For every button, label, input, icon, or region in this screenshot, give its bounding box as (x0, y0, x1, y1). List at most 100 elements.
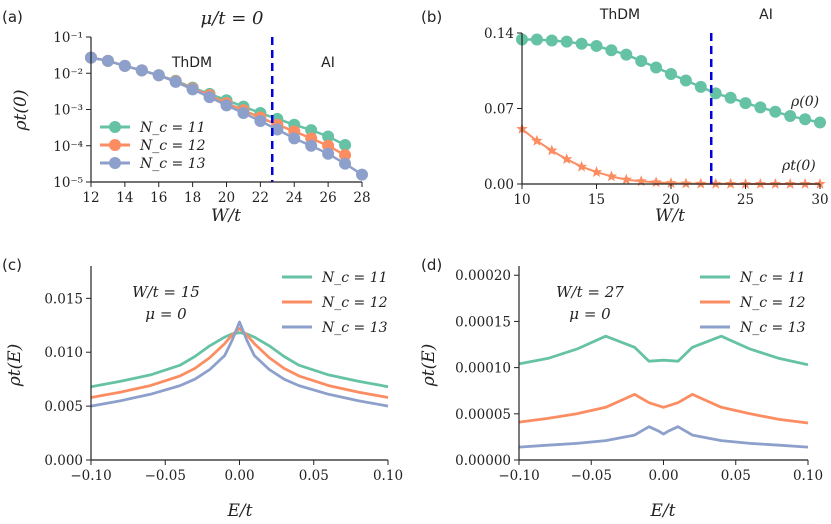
panel-c-xlabel: E/t (227, 501, 253, 521)
panel-a-data-point (288, 132, 301, 145)
panel-b-label: (b) (421, 8, 442, 26)
panel-a-x-tick-label: 14 (116, 190, 133, 206)
panel-b-x-tick-label: 15 (588, 192, 605, 208)
panel-b-series-label-rhot: ρt(0) (781, 158, 816, 174)
panel-b-data-point (635, 55, 648, 68)
panel-b-data-point (799, 113, 812, 126)
panel-b-x-tick-label: 10 (513, 192, 530, 208)
panel-a: (a) μ/t = 0 ThDM AI 12 14 16 18 20 22 24 26 28 1… (2, 8, 371, 226)
panel-b-data-point (546, 144, 558, 156)
panel-d-ylabel: ρt(E) (419, 344, 439, 388)
panel-b-y-ticks: 0.00 0.07 0.14 (484, 26, 522, 193)
panel-b-data-point (620, 173, 632, 185)
panel-b-x-tick-label: 30 (811, 192, 828, 208)
panel-b-series-label-rho: ρ(0) (790, 94, 819, 110)
panel-d-y-tick-label: 0.00015 (455, 314, 511, 330)
panel-d-series-line (518, 393, 809, 425)
panel-a-data-point (305, 124, 318, 137)
panel-b-data-point (710, 177, 722, 189)
panel-a-data-point (237, 107, 250, 120)
panel-c-y-tick-label: 0.015 (44, 291, 83, 307)
panel-a-data-point (339, 138, 352, 151)
panel-c: (c) W/t = 15 μ = 0 −0.10 −0.05 0.00 0.05 0.1… (2, 256, 403, 521)
panel-a-data-point (254, 115, 267, 128)
panel-b-y-tick-label: 0.07 (484, 102, 514, 118)
panel-a-y-tick-label: 10⁻¹ (53, 30, 83, 46)
panel-a-data-point (135, 64, 148, 77)
panel-b-region-thdm: ThDM (599, 7, 640, 23)
panel-d-x-tick-label: −0.05 (571, 468, 612, 484)
panel-c-x-tick-label: −0.10 (70, 468, 111, 484)
panel-c-y-tick-label: 0.005 (44, 399, 83, 415)
panel-a-data-point (339, 149, 352, 162)
panel-a-x-tick-label: 24 (286, 190, 303, 206)
panel-b-data-point (695, 177, 707, 189)
panel-b-data-point (769, 105, 782, 118)
panel-a-y-tick-label: 10⁻⁴ (53, 139, 83, 155)
panel-a-y-ticks: 10⁻⁵ 10⁻⁴ 10⁻³ 10⁻² 10⁻¹ (53, 30, 91, 191)
panel-a-legend-label: N_c = 12 (139, 138, 206, 154)
panel-d: (d) W/t = 27 μ = 0 −0.10 −0.05 0.00 0.05 0.1… (419, 256, 823, 521)
panel-a-ylabel: ρt(0) (11, 90, 31, 132)
panel-b-data-point (739, 97, 752, 110)
panel-a-legend-marker (109, 157, 121, 169)
panel-c-series-line (90, 331, 389, 389)
panel-c-ylabel: ρt(E) (5, 344, 25, 388)
panel-b-data-point (814, 116, 826, 129)
panel-b-data-point (724, 177, 737, 189)
panel-d-x-tick-label: 0.05 (721, 468, 751, 484)
panel-a-x-tick-label: 26 (320, 190, 337, 206)
panel-a-legend: N_c = 11 N_c = 12 N_c = 13 (100, 120, 206, 172)
panel-a-region-ai: AI (321, 55, 335, 71)
panel-b-data-point (590, 39, 603, 52)
panel-b-data-point (575, 37, 588, 50)
panel-d-legend-label: N_c = 11 (739, 270, 806, 286)
panel-b-y-tick-label: 0.14 (484, 26, 514, 42)
panel-a-data-point (356, 168, 368, 181)
panel-d-y-tick-label: 0.00010 (455, 361, 511, 377)
panel-b-data-point (754, 101, 767, 114)
panel-d-y-ticks: 0.00000 0.00005 0.00010 0.00015 0.00020 (455, 268, 519, 469)
panel-a-data-point (271, 123, 284, 136)
panel-d-series-line (518, 425, 809, 449)
panel-d-annotation-mu: μ = 0 (569, 305, 611, 323)
panel-a-xlabel: W/t (211, 206, 241, 226)
panel-c-legend-label: N_c = 12 (321, 295, 388, 311)
panel-b-x-tick-label: 25 (737, 192, 754, 208)
panel-d-xlabel: E/t (650, 501, 676, 521)
panel-a-legend-marker (109, 121, 121, 133)
panel-d-legend: N_c = 11 N_c = 12 N_c = 13 (700, 270, 806, 336)
panel-c-annotation-w: W/t = 15 (132, 283, 200, 301)
panel-c-x-tick-label: 0.10 (373, 468, 403, 484)
panel-c-x-tick-label: −0.05 (145, 468, 186, 484)
panel-a-legend-label: N_c = 11 (139, 120, 206, 136)
panel-b-data-point (560, 35, 573, 48)
panel-b-region-ai: AI (759, 7, 773, 23)
panel-c-annotation-mu: μ = 0 (145, 305, 187, 323)
panel-b-data-point (724, 91, 737, 104)
panel-a-x-tick-label: 22 (252, 190, 269, 206)
panel-b-y-tick-label: 0.00 (484, 177, 514, 193)
panel-a-data-point (203, 91, 216, 104)
panel-b-xlabel: W/t (655, 206, 685, 226)
panel-d-marks (518, 334, 809, 449)
panel-a-label: (a) (2, 8, 23, 26)
panel-a-series-line (90, 56, 363, 176)
panel-a-x-tick-label: 20 (218, 190, 235, 206)
panel-a-data-point (186, 83, 199, 96)
panel-a-y-tick-label: 10⁻⁵ (53, 175, 83, 191)
panel-b-data-point (605, 44, 618, 57)
panel-a-x-tick-label: 16 (150, 190, 167, 206)
panel-d-y-tick-label: 0.00000 (455, 453, 511, 469)
panel-b-data-point (530, 33, 543, 46)
panel-b-data-point (561, 153, 573, 164)
panel-a-data-point (322, 147, 335, 160)
panel-a-data-point (220, 99, 233, 112)
panel-d-y-tick-label: 0.00020 (455, 268, 511, 284)
panel-a-x-tick-label: 18 (184, 190, 201, 206)
panel-a-legend-label: N_c = 13 (139, 156, 206, 172)
panel-b-data-point (784, 110, 797, 123)
panel-a-data-point (305, 139, 318, 152)
panel-c-label: (c) (2, 256, 22, 274)
